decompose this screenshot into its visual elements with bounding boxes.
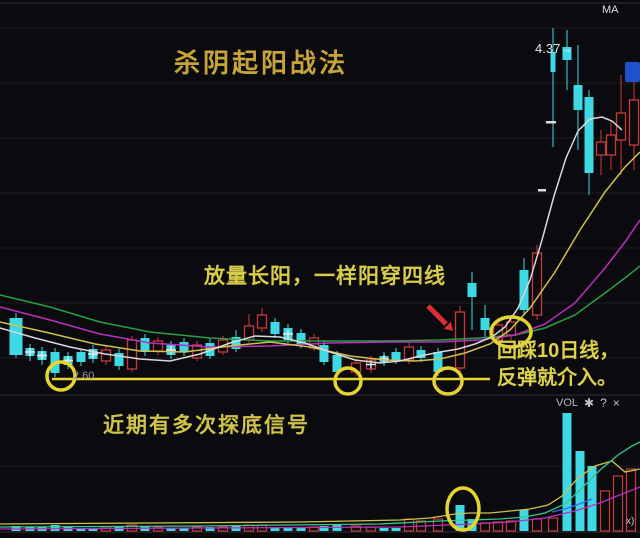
vol-label: VOL (556, 397, 579, 409)
annotation-pullback-line2: 反弹就介入。 (497, 367, 617, 389)
help-icon[interactable]: ? (600, 396, 607, 410)
ma-legend: MA (602, 4, 619, 16)
price-peak-label: 4.37→ (535, 41, 574, 56)
volume-pane-header: VOL ✱ ? × (556, 396, 620, 410)
support-price-label: 2.60 (73, 370, 95, 382)
annotation-pullback-line1: 回踩10日线， (497, 340, 620, 362)
settings-gear-icon[interactable]: ✱ (584, 396, 595, 410)
close-icon[interactable]: × (612, 396, 620, 410)
annotation-breakout: 放量长阳，一样阳穿四线 (204, 265, 446, 288)
corner-label: x) (626, 516, 635, 527)
annotation-title: 杀阴起阳战法 (174, 48, 349, 78)
annotation-bottom-signal: 近期有多次探底信号 (103, 414, 310, 437)
scrollbar-thumb[interactable] (625, 62, 640, 82)
